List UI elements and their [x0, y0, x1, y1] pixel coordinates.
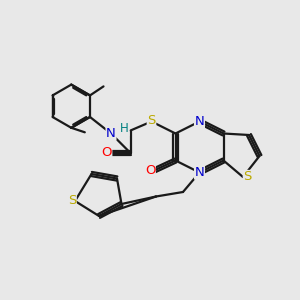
Text: O: O: [145, 164, 155, 178]
Text: S: S: [68, 194, 76, 208]
Text: H: H: [120, 122, 129, 136]
Text: O: O: [101, 146, 112, 160]
Text: N: N: [106, 127, 116, 140]
Text: S: S: [147, 113, 156, 127]
Text: S: S: [243, 170, 252, 184]
Text: N: N: [195, 115, 204, 128]
Text: N: N: [195, 166, 204, 179]
